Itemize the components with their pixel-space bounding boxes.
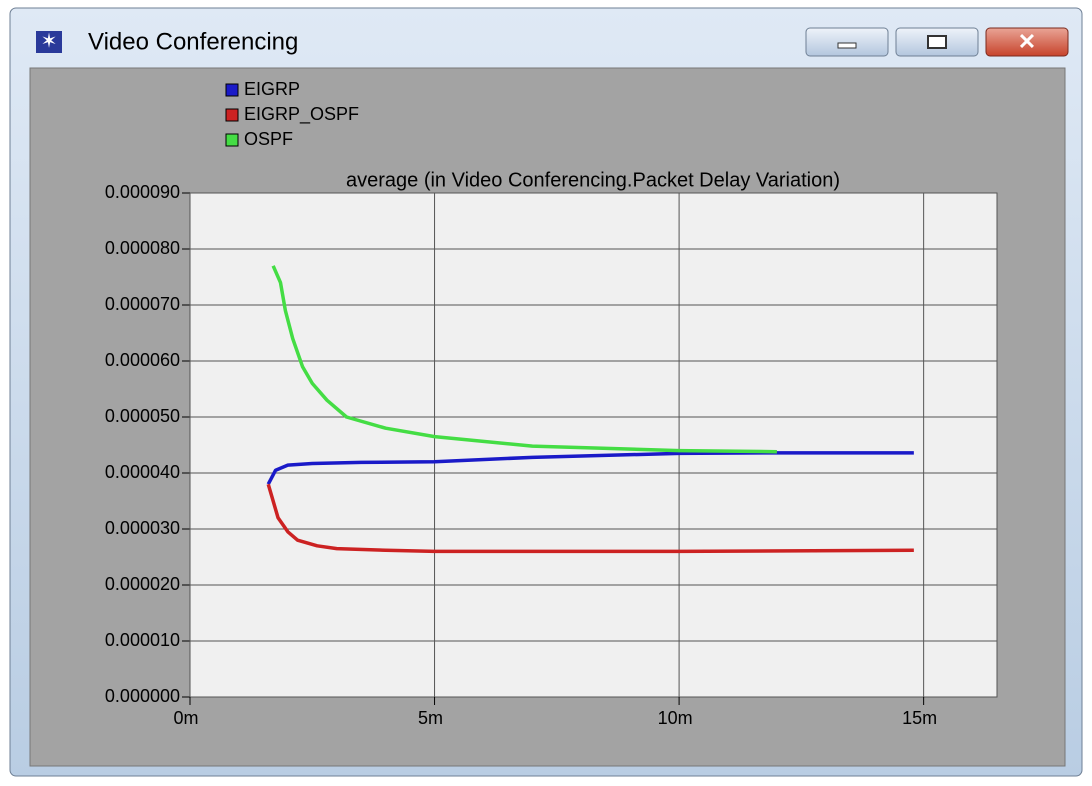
y-tick-label: 0.000030 — [105, 518, 180, 538]
plot-title: average (in Video Conferencing.Packet De… — [346, 169, 840, 191]
close-button[interactable] — [985, 27, 1069, 57]
minimize-glyph — [837, 42, 857, 49]
series-line — [266, 451, 914, 486]
close-glyph: ✕ — [1018, 29, 1036, 54]
y-tick-label: 0.000010 — [105, 630, 180, 650]
y-tick-label: 0.000050 — [105, 406, 180, 426]
series-line — [271, 265, 777, 454]
plot-area — [189, 192, 998, 698]
legend-swatch — [225, 108, 239, 122]
x-tick-label: 0m — [173, 708, 198, 728]
y-tick-label: 0.000020 — [105, 574, 180, 594]
legend-label: EIGRP_OSPF — [244, 104, 359, 125]
minimize-button[interactable] — [805, 27, 889, 57]
x-tick-label: 15m — [902, 708, 937, 728]
legend-swatch — [225, 133, 239, 147]
series-line — [266, 483, 914, 554]
window-title: Video Conferencing — [88, 28, 298, 55]
y-tick-label: 0.000080 — [105, 238, 180, 258]
y-tick-label: 0.000090 — [105, 182, 180, 202]
x-tick-label: 5m — [418, 708, 443, 728]
legend-swatch — [225, 83, 239, 97]
y-tick-label: 0.000040 — [105, 462, 180, 482]
y-tick-label: 0.000070 — [105, 294, 180, 314]
y-tick-label: 0.000060 — [105, 350, 180, 370]
y-tick-label: 0.000000 — [105, 686, 180, 706]
maximize-glyph — [927, 35, 947, 49]
legend-label: EIGRP — [244, 79, 300, 99]
icon-glyph: ✶ — [41, 30, 58, 52]
x-tick-label: 10m — [658, 708, 693, 728]
legend-label: OSPF — [244, 129, 293, 149]
window-icon — [36, 31, 62, 53]
